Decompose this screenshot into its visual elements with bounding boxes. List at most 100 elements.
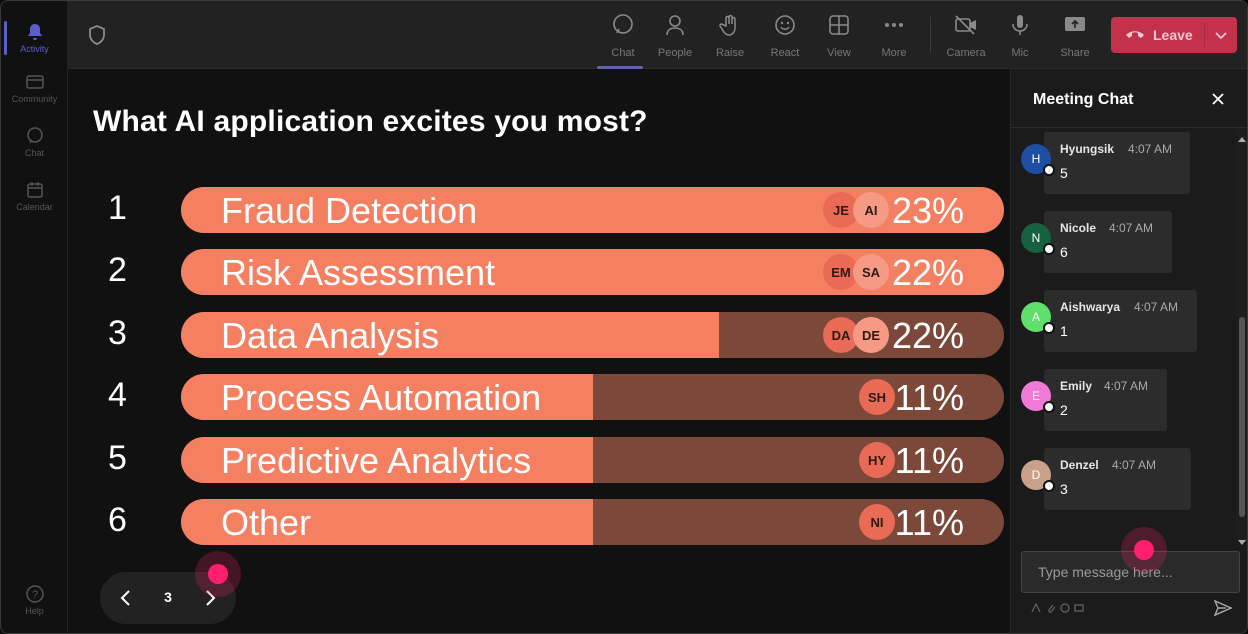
- message-bubble: Emily 4:07 AM 2: [1044, 369, 1167, 431]
- option-percent: 22%: [891, 252, 964, 293]
- option-label: Risk Assessment: [221, 252, 496, 293]
- presence-status-icon: [1043, 164, 1055, 176]
- bell-icon: [25, 22, 45, 42]
- voter-avatar: AI: [853, 192, 889, 228]
- format-icon[interactable]: [1031, 602, 1041, 613]
- message-sender: Denzel: [1060, 458, 1099, 472]
- result-bar-fill: [181, 374, 593, 420]
- message-time: 4:07 AM: [1104, 379, 1149, 393]
- presence-status-icon: [1043, 401, 1055, 413]
- rail-item-activity[interactable]: Activity: [1, 13, 68, 63]
- option-number: 3: [108, 314, 127, 352]
- voter-avatar: SH: [859, 379, 895, 415]
- message-body: 6: [1060, 244, 1068, 260]
- poll-title: What AI application excites you most?: [93, 105, 648, 138]
- attach-icon[interactable]: [1046, 603, 1056, 613]
- shield-icon[interactable]: [88, 25, 106, 45]
- toolbar-label: Camera: [946, 47, 986, 59]
- poll-option-row: 6 Other 11% NI: [68, 499, 1010, 547]
- message-input[interactable]: [1021, 551, 1240, 593]
- voter-avatar: DE: [853, 317, 889, 353]
- option-number: 2: [108, 251, 127, 289]
- poll-results-panel: What AI application excites you most? 1 F…: [68, 69, 1010, 633]
- message-bubble: Aishwarya 4:07 AM 1: [1044, 290, 1197, 352]
- send-icon[interactable]: [1213, 599, 1233, 617]
- scroll-up-icon[interactable]: [1238, 131, 1246, 142]
- more-dots-icon: [882, 13, 906, 37]
- react-button[interactable]: React: [759, 11, 811, 61]
- chat-scrollbar[interactable]: [1236, 129, 1247, 545]
- message-body: 3: [1060, 481, 1068, 497]
- message-sender: Aishwarya: [1060, 300, 1121, 314]
- message-time: 4:07 AM: [1134, 300, 1179, 314]
- chat-title: Meeting Chat: [1033, 91, 1134, 108]
- close-icon[interactable]: [1210, 91, 1226, 107]
- presence-status-icon: [1043, 480, 1055, 492]
- presence-status-icon: [1043, 243, 1055, 255]
- message-body: 5: [1060, 165, 1068, 181]
- toolbar-label: People: [657, 47, 693, 59]
- more-button[interactable]: More: [868, 11, 920, 61]
- toolbar-label: More: [881, 47, 907, 59]
- mic-button[interactable]: Mic: [994, 11, 1046, 61]
- option-label: Process Automation: [221, 377, 542, 418]
- result-bar: Risk Assessment 22% EM SA: [181, 249, 1004, 295]
- chat-button[interactable]: Chat: [597, 11, 649, 69]
- toolbar-divider: [930, 17, 931, 53]
- message-sender: Hyungsik: [1060, 142, 1115, 156]
- camera-button[interactable]: Camera: [940, 11, 992, 61]
- result-bar: Data Analysis 22% DA DE: [181, 312, 1004, 358]
- smiley-icon: [773, 13, 797, 37]
- raise-hand-button[interactable]: Raise: [704, 11, 756, 61]
- chevron-right-icon[interactable]: [200, 588, 220, 608]
- divider: [1011, 127, 1247, 128]
- people-button[interactable]: People: [649, 11, 701, 61]
- option-label: Fraud Detection: [221, 190, 478, 231]
- view-button[interactable]: View: [813, 11, 865, 61]
- leave-divider: [1204, 23, 1205, 47]
- emoji-icon[interactable]: [1060, 603, 1070, 613]
- chevron-down-icon[interactable]: [1213, 27, 1229, 43]
- pointer-indicator: [195, 551, 241, 597]
- rail-item-chat[interactable]: Chat: [1, 117, 68, 167]
- page-number: 3: [164, 589, 172, 605]
- pointer-indicator: [1121, 527, 1167, 573]
- svg-text:?: ?: [31, 589, 37, 601]
- rail-label: Calendar: [16, 202, 53, 212]
- meeting-chat-panel: Meeting Chat Hyungsik 4:07 AM 5 H Nicole 4:07…: [1010, 69, 1247, 633]
- rail-item-community[interactable]: Community: [1, 63, 68, 113]
- scroll-down-icon[interactable]: [1238, 533, 1246, 545]
- active-tab-indicator: [597, 66, 643, 69]
- leave-button[interactable]: Leave: [1111, 17, 1237, 53]
- rail-label: Community: [11, 94, 58, 104]
- message-bubble: Hyungsik 4:07 AM 5: [1044, 132, 1190, 194]
- message-sender: Nicole: [1060, 221, 1097, 235]
- gif-icon[interactable]: [1074, 603, 1084, 613]
- toolbar-label: View: [827, 47, 851, 59]
- option-percent: 11%: [894, 440, 964, 481]
- toolbar-label: Chat: [611, 47, 635, 59]
- message-sender: Emily: [1060, 379, 1093, 393]
- share-button[interactable]: Share: [1049, 11, 1101, 61]
- result-bar: Predictive Analytics 11% HY: [181, 437, 1004, 483]
- chat-message: Denzel 4:07 AM 3 D: [1011, 448, 1247, 512]
- chevron-left-icon[interactable]: [116, 588, 136, 608]
- option-percent: 11%: [894, 377, 964, 418]
- rail-item-help[interactable]: ? Help: [1, 575, 68, 625]
- option-percent: 22%: [891, 315, 964, 356]
- message-body: 1: [1060, 323, 1068, 339]
- result-bar: Other 11% NI: [181, 499, 1004, 545]
- rail-item-calendar[interactable]: Calendar: [1, 171, 68, 221]
- option-number: 1: [108, 189, 127, 227]
- meeting-toolbar: Chat People Raise React View: [68, 1, 1247, 69]
- option-percent: 11%: [894, 502, 964, 543]
- toolbar-label: React: [770, 47, 800, 59]
- message-bubble: Nicole 4:07 AM 6: [1044, 211, 1172, 273]
- scroll-thumb[interactable]: [1239, 317, 1245, 517]
- presence-status-icon: [1043, 322, 1055, 334]
- option-label: Other: [221, 502, 312, 543]
- option-label: Data Analysis: [221, 315, 440, 356]
- poll-option-row: 4 Process Automation 11% SH: [68, 374, 1010, 422]
- message-time: 4:07 AM: [1112, 458, 1157, 472]
- toolbar-label: Raise: [715, 47, 745, 59]
